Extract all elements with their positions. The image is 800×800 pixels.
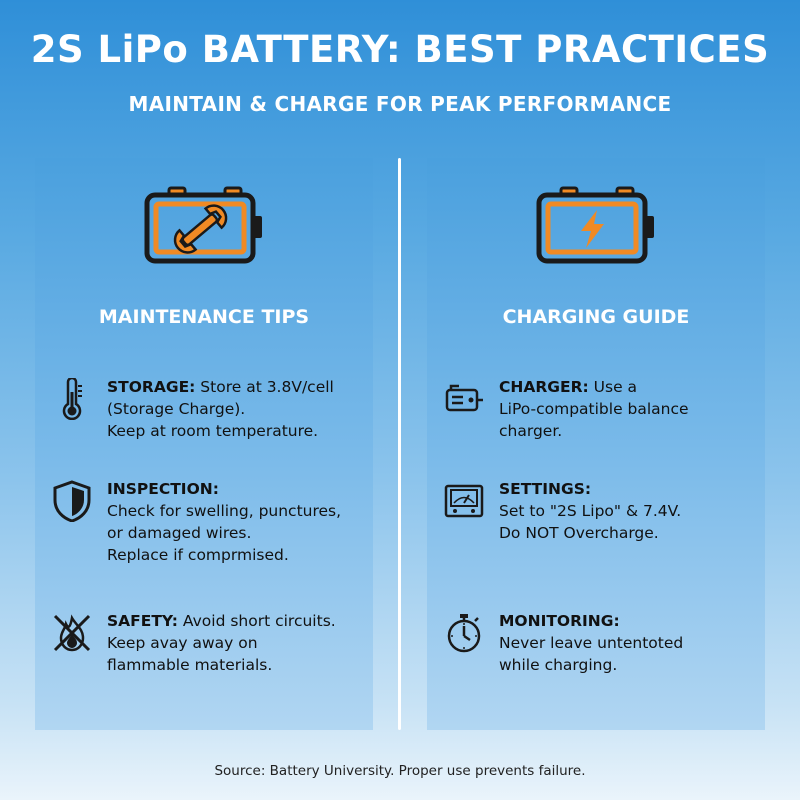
- charging-panel: CHARGING GUIDE CHARGER: Use a LiPo-compa…: [427, 158, 765, 730]
- tip-inspection-line-2: or damaged wires.: [107, 524, 252, 542]
- tip-inspection-text: INSPECTION: Check for swelling, puncture…: [107, 478, 367, 566]
- tip-settings-line-2: Do NOT Overcharge.: [499, 524, 659, 542]
- no-fire-icon: [53, 614, 91, 652]
- page-subtitle: MAINTAIN & CHARGE FOR PEAK PERFORMANCE: [128, 92, 672, 116]
- tip-settings-label: SETTINGS:: [499, 480, 592, 498]
- tip-inspection-line-3: Replace if comprmised.: [107, 546, 289, 564]
- tip-inspection-label: INSPECTION:: [107, 480, 219, 498]
- maintenance-panel: MAINTENANCE TIPS STORAGE: Store at 3.8V/…: [35, 158, 373, 730]
- tip-safety-label: SAFETY:: [107, 612, 178, 630]
- tip-monitoring-line-2: while charging.: [499, 656, 618, 674]
- tip-storage-line-1: Store at 3.8V/cell: [200, 378, 334, 396]
- tip-safety-line-2: Keep avay away on: [107, 634, 258, 652]
- page-title: 2S LiPo BATTERY: BEST PRACTICES: [30, 28, 770, 71]
- battery-bolt-icon: [536, 186, 654, 264]
- tip-storage-line-2: (Storage Charge).: [107, 400, 246, 418]
- source-note: Source: Battery University. Proper use p…: [214, 763, 586, 779]
- tip-monitoring-text: MONITORING: Never leave untentoted while…: [499, 610, 759, 676]
- tip-storage-text: STORAGE: Store at 3.8V/cell (Storage Cha…: [107, 376, 367, 442]
- tip-charger-line-3: charger.: [499, 422, 563, 440]
- charging-heading: CHARGING GUIDE: [502, 306, 690, 328]
- tip-settings-line-1: Set to "2S Lipo" & 7.4V.: [499, 502, 682, 520]
- shield-icon: [53, 480, 91, 522]
- meter-icon: [444, 484, 484, 518]
- center-divider: [398, 158, 401, 730]
- tip-storage-line-3: Keep at room temperature.: [107, 422, 319, 440]
- tip-settings-text: SETTINGS: Set to "2S Lipo" & 7.4V. Do NO…: [499, 478, 759, 544]
- tip-storage-label: STORAGE:: [107, 378, 196, 396]
- maintenance-heading: MAINTENANCE TIPS: [98, 306, 310, 328]
- battery-wrench-icon: [144, 186, 262, 264]
- thermometer-icon: [62, 378, 82, 420]
- tip-safety-text: SAFETY: Avoid short circuits. Keep avay …: [107, 610, 367, 676]
- tip-charger-line-1: Use a: [593, 378, 638, 396]
- charger-icon: [445, 384, 483, 412]
- tip-charger-label: CHARGER:: [499, 378, 589, 396]
- tip-safety-line-1: Avoid short circuits.: [182, 612, 336, 630]
- stopwatch-icon: [447, 614, 481, 653]
- tip-monitoring-line-1: Never leave untentoted: [499, 634, 684, 652]
- tip-charger-text: CHARGER: Use a LiPo-compatible balance c…: [499, 376, 759, 442]
- tip-charger-line-2: LiPo-compatible balance: [499, 400, 689, 418]
- tip-safety-line-3: flammable materials.: [107, 656, 273, 674]
- tip-monitoring-label: MONITORING:: [499, 612, 620, 630]
- tip-inspection-line-1: Check for swelling, punctures,: [107, 502, 342, 520]
